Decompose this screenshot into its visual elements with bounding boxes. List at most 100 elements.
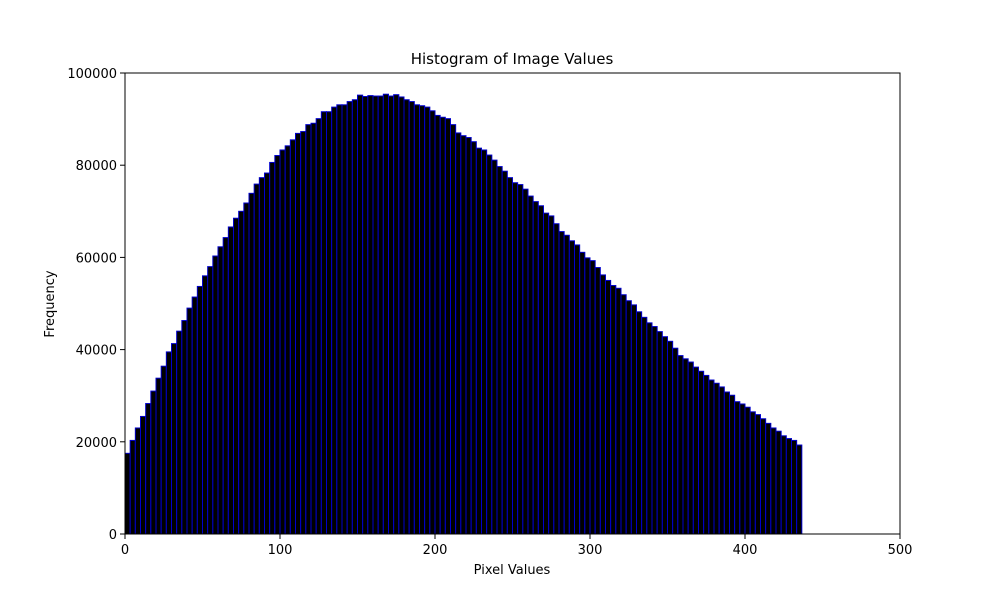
histogram-bar — [713, 382, 720, 535]
histogram-bar — [604, 279, 612, 535]
histogram-bar — [527, 195, 534, 535]
histogram-bar — [511, 182, 519, 535]
histogram-bar — [207, 266, 214, 535]
histogram-bar — [139, 415, 147, 535]
histogram-bar — [615, 287, 622, 535]
histogram-bar — [641, 316, 648, 535]
histogram-bar — [155, 377, 162, 535]
histogram-bar — [672, 347, 679, 535]
x-axis-ticks: 0 100 200 300 400 500 — [121, 534, 913, 558]
histogram-bar — [413, 104, 420, 535]
histogram-bar — [145, 403, 152, 535]
y-tick-label: 100000 — [67, 67, 117, 82]
histogram-bar — [455, 132, 462, 535]
x-tick-label: 200 — [423, 543, 448, 558]
y-tick-label: 60000 — [76, 251, 117, 266]
histogram-bar — [196, 285, 203, 535]
histogram-bar — [599, 274, 606, 535]
histogram-bar — [351, 99, 358, 535]
histogram-bar — [294, 132, 302, 535]
histogram-bar — [305, 124, 312, 535]
histogram-bar — [480, 149, 488, 535]
histogram-bar — [517, 184, 524, 535]
histogram-bar — [548, 215, 555, 535]
histogram-bar — [610, 285, 617, 535]
histogram-bar — [181, 320, 188, 535]
histogram-bar — [201, 275, 209, 535]
histogram-bar — [630, 304, 637, 535]
histogram-bar — [341, 104, 348, 535]
histogram-bar — [697, 370, 705, 535]
histogram-bar — [775, 430, 782, 535]
histogram-bar — [315, 118, 322, 535]
histogram-bar — [656, 331, 663, 535]
histogram-bar — [387, 95, 395, 535]
histogram-bar — [165, 351, 172, 535]
histogram-bar — [429, 110, 436, 535]
histogram-bar — [398, 96, 405, 535]
bars-group — [124, 93, 803, 535]
histogram-bar — [191, 296, 198, 535]
histogram-bar — [542, 212, 550, 535]
histogram-bar — [382, 93, 389, 535]
histogram-bar — [568, 240, 575, 535]
histogram-bar — [677, 355, 684, 535]
histogram-bar — [434, 114, 441, 535]
histogram-bar — [770, 427, 777, 535]
histogram-bar — [377, 95, 384, 535]
histogram-bar — [393, 94, 400, 535]
y-tick-label: 80000 — [76, 159, 117, 174]
histogram-bar — [284, 145, 291, 535]
histogram-bar — [491, 159, 498, 535]
histogram-bar — [537, 205, 544, 535]
x-tick-label: 300 — [578, 543, 603, 558]
x-tick-label: 500 — [888, 543, 913, 558]
histogram-bar — [744, 406, 751, 535]
histogram-bar — [243, 202, 250, 535]
histogram-bar — [692, 366, 699, 535]
histogram-bar — [765, 422, 772, 535]
histogram-bar — [625, 300, 632, 535]
histogram-bar — [134, 427, 141, 535]
histogram-bar — [248, 192, 255, 535]
histogram-bar — [703, 374, 710, 535]
histogram-bar — [620, 294, 627, 535]
histogram-bar — [635, 311, 643, 535]
histogram-bar — [708, 379, 715, 535]
histogram-bar — [325, 111, 333, 535]
histogram-bar — [573, 244, 581, 535]
histogram-bar — [460, 135, 467, 535]
histogram-bar — [222, 237, 229, 535]
histogram-bar — [331, 106, 338, 535]
histogram-bar — [372, 95, 379, 535]
histogram-bar — [661, 336, 668, 535]
histogram-bar — [522, 188, 529, 535]
histogram-bar — [289, 139, 296, 535]
histogram-bar — [532, 201, 539, 535]
histogram-bar — [734, 401, 741, 535]
histogram-bar — [666, 340, 674, 535]
histogram-bar — [186, 307, 193, 535]
histogram-bar — [346, 101, 353, 535]
histogram-bar — [356, 94, 364, 535]
histogram-bar — [579, 251, 586, 535]
histogram-bar — [444, 118, 451, 535]
histogram-bar — [320, 111, 327, 535]
x-tick-label: 0 — [121, 543, 129, 558]
histogram-bar — [258, 177, 265, 535]
chart-title: Histogram of Image Values — [411, 50, 614, 68]
histogram-bar — [362, 96, 369, 535]
histogram-bar — [300, 131, 307, 535]
histogram-bar — [227, 226, 234, 535]
y-axis-ticks: 0 20000 40000 60000 80000 100000 — [67, 67, 125, 543]
histogram-bar — [238, 210, 245, 535]
histogram-bar — [486, 154, 493, 535]
y-tick-label: 0 — [109, 528, 117, 543]
histogram-bar — [408, 101, 415, 535]
histogram-bar — [170, 343, 178, 535]
histogram-bar — [785, 438, 792, 535]
histogram-bar — [475, 147, 482, 535]
histogram-bar — [780, 435, 787, 535]
histogram-bar — [558, 231, 565, 535]
